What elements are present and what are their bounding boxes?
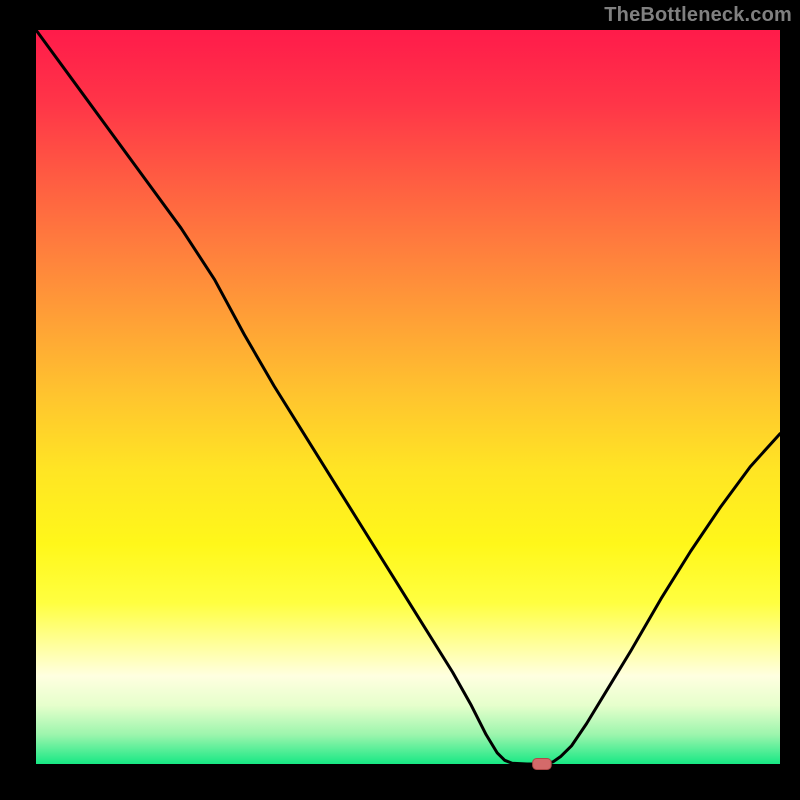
watermark-text: TheBottleneck.com — [604, 4, 792, 27]
bottleneck-chart — [0, 0, 800, 800]
chart-container: TheBottleneck.com — [0, 0, 800, 800]
optimum-marker — [533, 758, 552, 769]
chart-background — [36, 30, 780, 764]
